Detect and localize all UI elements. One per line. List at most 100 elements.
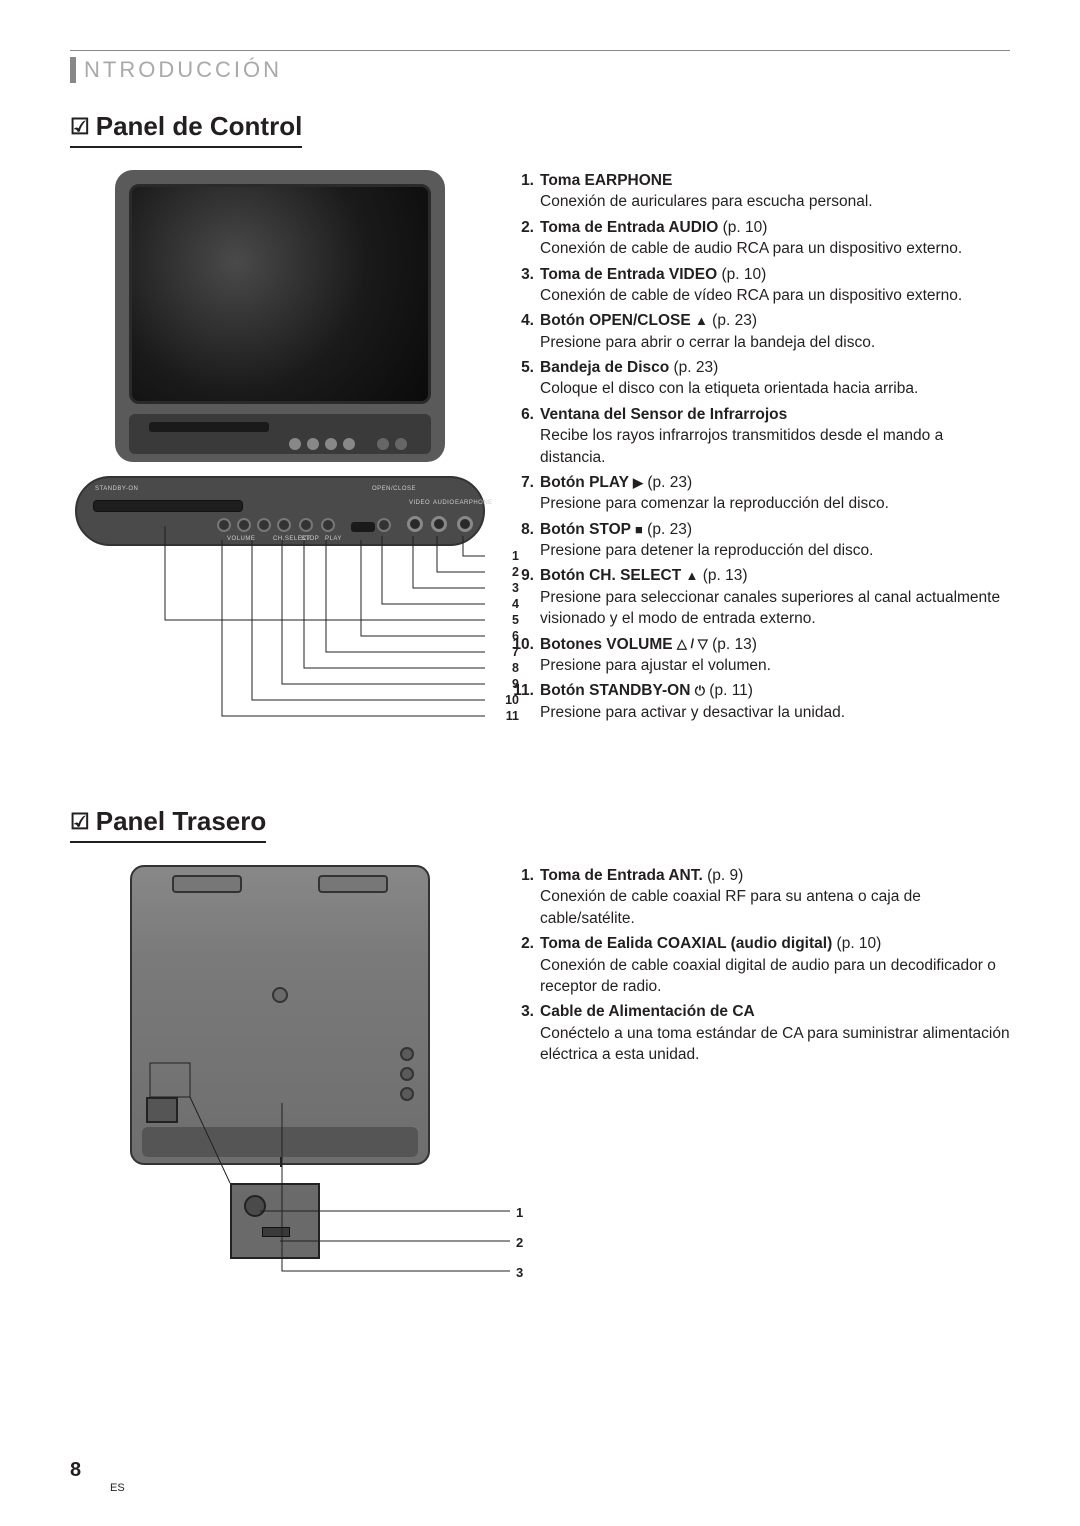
item-desc: Conexión de cable de vídeo RCA para un d… xyxy=(540,285,1010,306)
item-title: Botón OPEN/CLOSE xyxy=(540,312,695,329)
item-body: Cable de Alimentación de CA Conéctelo a u… xyxy=(540,1001,1010,1065)
item-title: Bandeja de Disco xyxy=(540,359,669,376)
item-number: 1. xyxy=(510,865,540,929)
item-desc: Conexión de cable de audio RCA para un d… xyxy=(540,238,1010,259)
item-desc: Conexión de cable coaxial RF para su ant… xyxy=(540,886,1010,929)
item-ref: (p. 9) xyxy=(703,867,743,884)
item-desc: Presione para detener la reproducción de… xyxy=(540,540,1010,561)
section-header: NTRODUCCIÓN xyxy=(70,57,1010,83)
label-audio: AUDIO xyxy=(433,500,455,506)
header-rule xyxy=(70,50,1010,51)
item-body: Toma de Entrada VIDEO (p. 10)Conexión de… xyxy=(540,264,1010,307)
label-ear: EARPHONE xyxy=(455,500,493,506)
list-item: 10.Botones VOLUME △ / ▽ (p. 13)Presione … xyxy=(510,634,1010,677)
item-ref: (p. 10) xyxy=(718,219,767,236)
item-body: Bandeja de Disco (p. 23) Coloque el disco… xyxy=(540,357,1010,400)
item-desc: Presione para ajustar el volumen. xyxy=(540,655,1010,676)
label-video: VIDEO xyxy=(409,500,430,506)
item-title: Ventana del Sensor de Infrarrojos xyxy=(540,406,787,423)
item-title: Botones VOLUME xyxy=(540,636,677,653)
control-leaders: 1 2 3 4 5 6 7 8 9 10 11 xyxy=(75,556,485,746)
item-ref: (p. 10) xyxy=(832,935,881,952)
control-text: 1.Toma EARPHONEConexión de auriculares p… xyxy=(510,170,1010,746)
list-item: 1.Toma EARPHONEConexión de auriculares p… xyxy=(510,170,1010,213)
item-ref: (p. 11) xyxy=(705,682,753,699)
symbol-icon: ▲ xyxy=(686,567,699,585)
symbol-icon: ■ xyxy=(635,521,643,539)
item-number: 3. xyxy=(510,1001,540,1065)
rear-leader-1: 1 xyxy=(516,1205,523,1220)
tv-front-illustration xyxy=(115,170,445,462)
control-title-row: ☑ Panel de Control xyxy=(70,111,302,148)
item-desc: Conéctelo a una toma estándar de CA para… xyxy=(540,1023,1010,1066)
leader-6: 6 xyxy=(512,629,519,643)
item-body: Toma EARPHONEConexión de auriculares par… xyxy=(540,170,1010,213)
leader-8: 8 xyxy=(512,661,519,675)
list-item: 5.Bandeja de Disco (p. 23) Coloque el dis… xyxy=(510,357,1010,400)
rear-title-row: ☑ Panel Trasero xyxy=(70,806,266,843)
item-body: Botón CH. SELECT ▲ (p. 13)Presione para … xyxy=(540,565,1010,629)
item-body: Toma de Ealida COAXIAL (audio digital) (… xyxy=(540,933,1010,997)
leader-5: 5 xyxy=(512,613,519,627)
item-number: 3. xyxy=(510,264,540,307)
item-number: 7. xyxy=(510,472,540,515)
item-body: Botón STOP ■ (p. 23) Presione para detene… xyxy=(540,519,1010,562)
item-number: 2. xyxy=(510,217,540,260)
item-title: Toma de Ealida COAXIAL (audio digital) xyxy=(540,935,832,952)
item-number: 4. xyxy=(510,310,540,353)
label-play: PLAY xyxy=(325,536,342,542)
item-desc: Conexión de cable coaxial digital de aud… xyxy=(540,955,1010,998)
item-desc: Coloque el disco con la etiqueta orienta… xyxy=(540,378,1010,399)
item-title: Botón CH. SELECT xyxy=(540,567,686,584)
item-body: Toma de Entrada ANT. (p. 9)Conexión de c… xyxy=(540,865,1010,929)
control-row: STANDBY-ON OPEN/CLOSE VIDEO AUDIO EARPHO… xyxy=(70,170,1010,746)
item-title: Botón STANDBY-ON xyxy=(540,682,695,699)
rear-leader-2: 2 xyxy=(516,1235,523,1250)
leader-3: 3 xyxy=(512,581,519,595)
leader-9: 9 xyxy=(512,677,519,691)
item-desc: Presione para abrir o cerrar la bandeja … xyxy=(540,332,1010,353)
item-title: Botón PLAY xyxy=(540,474,633,491)
rear-leader-3: 3 xyxy=(516,1265,523,1280)
item-number: 1. xyxy=(510,170,540,213)
list-item: 3.Cable de Alimentación de CA Conéctelo a… xyxy=(510,1001,1010,1065)
item-title: Toma de Entrada AUDIO xyxy=(540,219,718,236)
item-desc: Presione para activar y desactivar la un… xyxy=(540,702,1010,723)
panel-closeup: STANDBY-ON OPEN/CLOSE VIDEO AUDIO EARPHO… xyxy=(75,476,485,546)
list-item: 4.Botón OPEN/CLOSE ▲ (p. 23) Presione par… xyxy=(510,310,1010,353)
item-ref: (p. 23) xyxy=(708,312,757,329)
list-item: 11.Botón STANDBY-ON ⏻ (p. 11)Presione pa… xyxy=(510,680,1010,723)
item-number: 2. xyxy=(510,933,540,997)
list-item: 1.Toma de Entrada ANT. (p. 9)Conexión de… xyxy=(510,865,1010,929)
leader-1: 1 xyxy=(512,549,519,563)
item-title: Botón STOP xyxy=(540,521,635,538)
list-item: 3.Toma de Entrada VIDEO (p. 10)Conexión … xyxy=(510,264,1010,307)
item-body: Ventana del Sensor de InfrarrojosRecibe … xyxy=(540,404,1010,468)
check-icon: ☑ xyxy=(70,114,90,140)
item-ref: (p. 23) xyxy=(643,521,692,538)
item-body: Botón PLAY ▶ (p. 23)Presione para comenz… xyxy=(540,472,1010,515)
leader-11: 11 xyxy=(506,709,519,723)
rear-text: 1.Toma de Entrada ANT. (p. 9)Conexión de… xyxy=(510,865,1010,1389)
symbol-icon: △ / ▽ xyxy=(677,635,708,653)
item-body: Botón STANDBY-ON ⏻ (p. 11)Presione para … xyxy=(540,680,1010,723)
list-item: 2.Toma de Entrada AUDIO (p. 10) Conexión … xyxy=(510,217,1010,260)
symbol-icon: ▲ xyxy=(695,312,708,330)
item-desc: Presione para seleccionar canales superi… xyxy=(540,587,1010,630)
item-body: Botón OPEN/CLOSE ▲ (p. 23) Presione para … xyxy=(540,310,1010,353)
label-open: OPEN/CLOSE xyxy=(372,486,416,492)
list-item: 6.Ventana del Sensor de InfrarrojosRecib… xyxy=(510,404,1010,468)
check-icon: ☑ xyxy=(70,809,90,835)
list-item: 8.Botón STOP ■ (p. 23)Presione para dete… xyxy=(510,519,1010,562)
item-ref: (p. 23) xyxy=(669,359,718,376)
item-number: 5. xyxy=(510,357,540,400)
control-diagram: STANDBY-ON OPEN/CLOSE VIDEO AUDIO EARPHO… xyxy=(70,170,490,746)
list-item: 2.Toma de Ealida COAXIAL (audio digital)… xyxy=(510,933,1010,997)
list-item: 7.Botón PLAY ▶ (p. 23)Presione para come… xyxy=(510,472,1010,515)
item-body: Botones VOLUME △ / ▽ (p. 13) Presione par… xyxy=(540,634,1010,677)
page-language: ES xyxy=(110,1482,125,1494)
item-ref: (p. 13) xyxy=(708,636,757,653)
item-title: Cable de Alimentación de CA xyxy=(540,1003,755,1020)
rear-title: Panel Trasero xyxy=(96,806,267,837)
item-ref: (p. 10) xyxy=(717,266,766,283)
